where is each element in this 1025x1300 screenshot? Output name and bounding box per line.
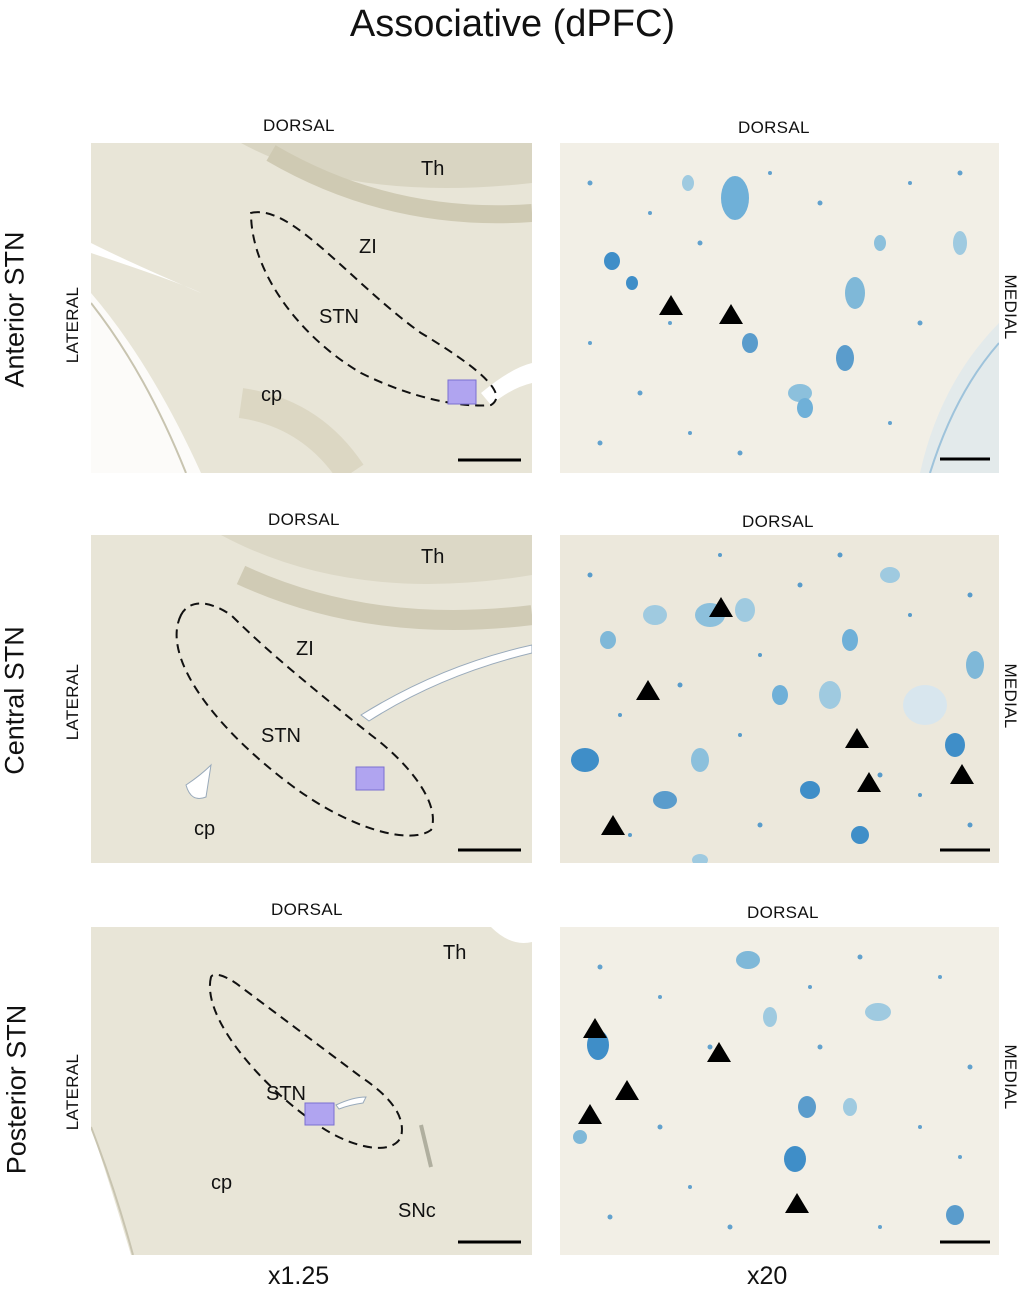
dorsal-label-high-2: DORSAL <box>742 512 814 531</box>
micrograph-anterior-low: Th ZI STN cp <box>91 143 532 473</box>
dorsal-label-high-3: DORSAL <box>747 903 819 922</box>
row-label-posterior: Posterior STN <box>1 1004 32 1175</box>
micrograph-anterior-high <box>560 143 999 473</box>
micrograph-posterior-high <box>560 927 999 1255</box>
marker-triangle <box>857 772 881 792</box>
dorsal-label-low-3: DORSAL <box>271 900 343 919</box>
region-stn-1: STN <box>319 306 359 328</box>
marker-triangle <box>709 597 733 617</box>
dorsal-label-low-1: DORSAL <box>263 116 335 135</box>
dorsal-label-high-1: DORSAL <box>738 118 810 137</box>
marker-triangle <box>578 1104 602 1124</box>
medial-label-1: MEDIAL <box>1001 274 1020 340</box>
region-cp-1: cp <box>261 384 282 406</box>
row-label-anterior: Anterior STN <box>0 231 30 388</box>
marker-triangle <box>601 815 625 835</box>
marker-triangle <box>719 304 743 324</box>
region-th-3: Th <box>443 942 466 964</box>
marker-triangle <box>707 1042 731 1062</box>
region-stn-3: STN <box>266 1083 306 1105</box>
marker-triangle <box>636 680 660 700</box>
marker-triangle <box>950 764 974 784</box>
micrograph-central-high <box>560 535 999 863</box>
medial-label-2: MEDIAL <box>1001 663 1020 729</box>
figure-title: Associative (dPFC) <box>349 3 676 45</box>
marker-triangle <box>785 1193 809 1213</box>
marker-triangle <box>615 1080 639 1100</box>
marker-triangle <box>845 728 869 748</box>
lateral-label-1: LATERAL <box>63 286 82 364</box>
dorsal-label-low-2: DORSAL <box>268 510 340 529</box>
region-th-1: Th <box>421 158 444 180</box>
lateral-label-2: LATERAL <box>63 663 82 741</box>
micrograph-central-low: Th ZI STN cp <box>91 535 532 863</box>
region-zi-2: ZI <box>296 638 314 660</box>
region-cp-3: cp <box>211 1172 232 1194</box>
row-label-central: Central STN <box>0 626 30 775</box>
marker-triangle <box>583 1018 607 1038</box>
region-snc-3: SNc <box>398 1200 436 1222</box>
lateral-label-3: LATERAL <box>63 1053 82 1131</box>
region-cp-2: cp <box>194 818 215 840</box>
magnification-high: x20 <box>747 1262 788 1290</box>
marker-triangle <box>659 295 683 315</box>
region-stn-2: STN <box>261 725 301 747</box>
region-zi-1: ZI <box>359 236 377 258</box>
region-th-2: Th <box>421 546 444 568</box>
medial-label-3: MEDIAL <box>1001 1044 1020 1110</box>
micrograph-posterior-low: Th STN cp SNc <box>91 927 532 1255</box>
magnification-low: x1.25 <box>268 1262 330 1290</box>
